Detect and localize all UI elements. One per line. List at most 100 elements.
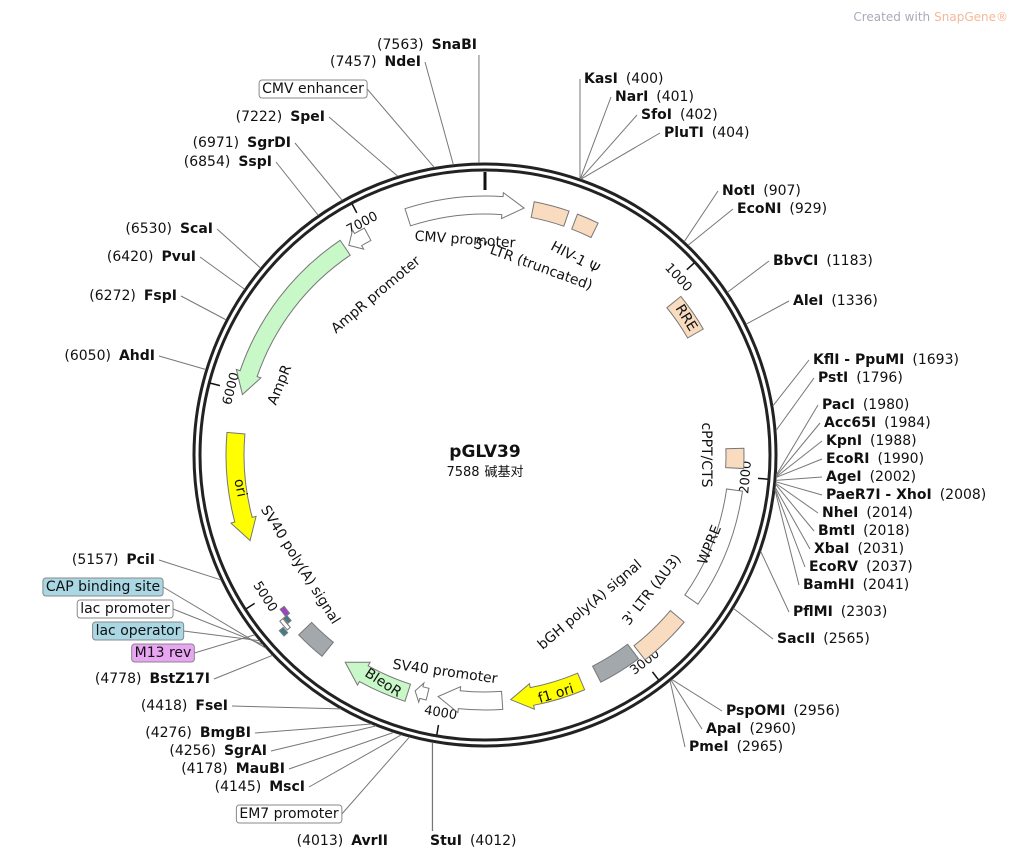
leader-line [671,679,723,712]
enzyme-name: Acc65I [824,415,876,431]
enzyme-name: PacI [822,397,855,413]
enzyme-label: EcoNI (929) [737,201,827,217]
backbone-outer [192,162,778,748]
enzyme-position: (402) [680,107,718,123]
enzyme-label: Acc65I (1984) [824,415,931,431]
enzyme-label: (6272) FspI [89,288,177,304]
enzyme-label: (4276) BmgBI [145,725,251,741]
enzyme-label: PacI (1980) [822,397,909,413]
enzyme-label: (4256) SgrAI [169,743,267,759]
plasmid-size: 7588 碱基对 [446,465,523,480]
enzyme-position: (2018) [863,523,910,539]
enzyme-position: (907) [763,183,801,199]
leader-line [775,476,823,481]
feature-shape [235,239,351,396]
enzyme-label: (7563) SnaBI [377,37,477,53]
enzyme-position: (6050) [64,348,111,364]
enzyme-name: EcoRI [826,451,869,467]
enzyme-name: MauBI [236,761,285,777]
watermark: Created with SnapGene® [853,10,1008,24]
enzyme-position: (401) [656,89,694,105]
leader-line [275,161,319,216]
leader-line [162,586,267,649]
enzyme-name: PciI [126,552,155,568]
enzyme-name: StuI [430,833,462,849]
enzyme-label: (4178) MauBI [181,761,285,777]
enzyme-label: PmeI (2965) [689,739,783,755]
leader-line [308,734,402,788]
feature-shape [684,488,744,605]
watermark-prefix: Created with [853,10,930,24]
leader-line [216,228,262,269]
leader-line [288,731,394,770]
enzyme-label: XbaI (2031) [814,541,904,557]
enzyme-label: (4778) BstZ17I [95,671,210,687]
enzyme-position: (4778) [95,671,142,687]
enzyme-position: (400) [626,71,664,87]
enzyme-label: PspOMI (2956) [726,703,840,719]
enzyme-name: NdeI [385,54,421,70]
enzyme-label: BbvCI (1183) [773,253,873,269]
leader-line [158,355,206,370]
enzyme-label: NotI (907) [722,183,801,199]
feature-label-box [42,577,164,597]
plasmid-name: pGLV39 [449,442,520,462]
feature-label-box [92,621,185,641]
enzyme-position: (929) [789,201,827,217]
leader-line [745,300,790,325]
enzyme-label: (6050) AhdI [64,348,155,364]
feature-shape [278,626,289,637]
leader-line [158,559,222,581]
enzyme-position: (2960) [750,721,797,737]
tick-mark [245,602,256,610]
enzyme-label: NheI (2014) [822,505,913,521]
enzyme-position: (6854) [184,154,231,170]
enzyme-name: FseI [195,698,228,714]
leader-line [294,142,343,201]
feature-label: lac operator [96,623,181,639]
leader-line [194,634,256,654]
feature-label: ori [230,477,249,498]
enzyme-name: KasI [584,71,618,87]
enzyme-label: EcoRI (1990) [826,451,924,467]
enzyme-label: PstI (1796) [818,370,903,386]
enzyme-name: AhdI [119,348,155,364]
enzyme-position: (2014) [866,505,913,521]
feature-shape [279,605,291,618]
enzyme-name: BbvCI [773,253,818,269]
enzyme-name: AgeI [826,469,862,485]
enzyme-name: BstZ17I [149,671,210,687]
enzyme-label: PaeR7I - XhoI (2008) [826,487,986,503]
enzyme-label: SfoI (402) [641,107,718,123]
enzyme-name: PflMI [793,604,833,620]
feature-label: M13 rev [135,645,192,661]
leader-line [199,256,245,290]
leader-line [172,608,264,646]
leader-line [580,132,661,180]
enzyme-position: (1693) [912,352,959,368]
leader-line [774,487,811,550]
leader-line [683,190,719,242]
enzyme-label: PflMI (2303) [793,604,887,620]
leader-line [341,736,410,815]
enzyme-label: StuI (4012) [430,833,517,849]
backbone-inner [198,168,772,742]
feature-label: CMV promoter [414,229,516,252]
enzyme-label: BamHI (2041) [803,577,909,593]
tick-mark [436,724,440,736]
enzyme-position: (7222) [236,109,283,125]
enzyme-label: (6854) SspI [184,154,272,170]
tick-label: 4000 [423,703,458,723]
enzyme-position: (4145) [215,779,262,795]
enzyme-label: (7457) NdeI [330,54,421,70]
enzyme-position: (4256) [169,743,216,759]
enzyme-name: SnaBI [432,37,477,53]
leader-line [424,61,454,165]
leader-line [328,116,399,177]
enzyme-name: PvuI [161,249,196,265]
enzyme-position: (1984) [884,415,931,431]
enzyme-position: (404) [712,125,750,141]
feature-label-box [258,79,368,99]
enzyme-name: PluTI [664,125,704,141]
